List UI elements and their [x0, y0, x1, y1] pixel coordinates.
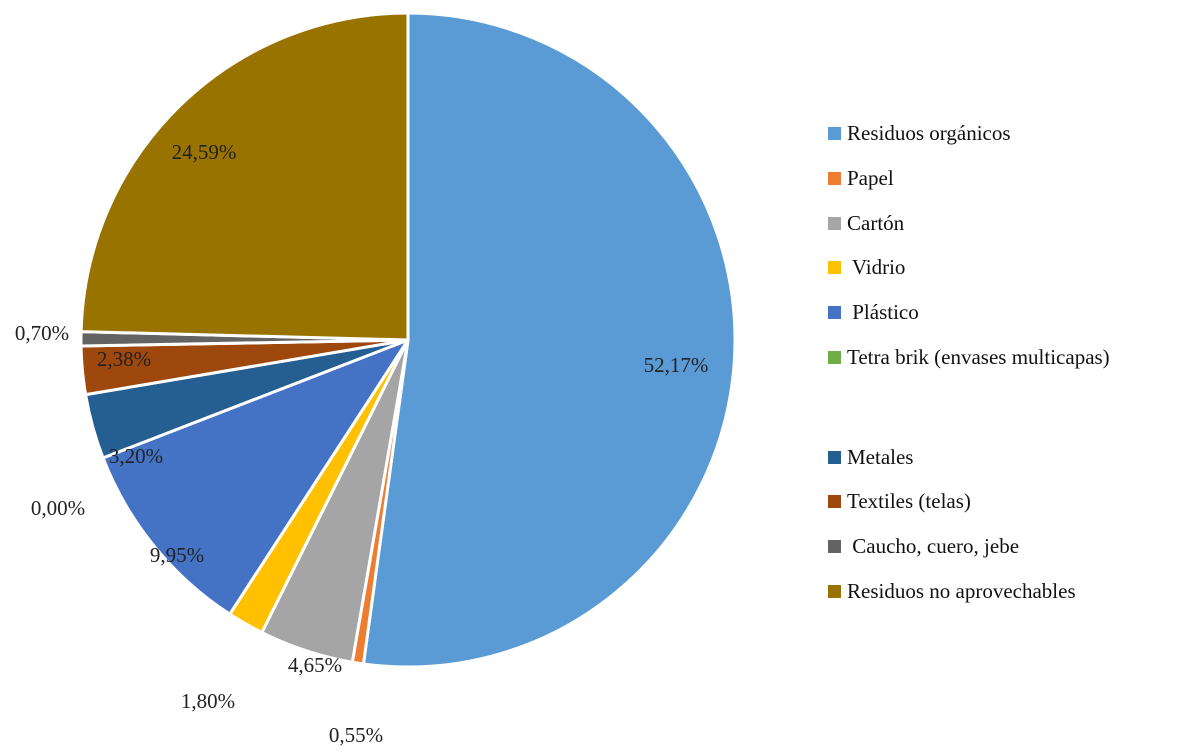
data-label-caucho-cuero-jebe: 0,70% [15, 321, 69, 345]
legend-swatch [828, 305, 841, 319]
data-label-tetra-brik-envases-multicapas: 0,00% [31, 496, 85, 520]
legend-label: Caucho, cuero, jebe [847, 533, 1020, 558]
pie-slice-residuos-organicos [361, 11, 737, 669]
legend-label: Papel [847, 165, 894, 190]
legend-label: Textiles (telas) [847, 488, 971, 513]
pie-slices [79, 11, 737, 669]
data-label-vidrio: 1,80% [181, 689, 235, 713]
data-label-residuos-no-aprovechables: 24,59% [172, 140, 237, 164]
legend-swatch [828, 171, 841, 185]
pie-data-labels: 52,17% 0,55% 4,65% 1,80% 9,95% 0,00% 3,20% 2,38… [15, 140, 709, 747]
data-label-papel: 0,55% [329, 723, 383, 747]
pie-slice-plastico [101, 338, 410, 616]
legend-item-plastico: Plástico [828, 297, 919, 327]
legend-item-caucho-cuero-jebe: Caucho, cuero, jebe [828, 531, 1019, 561]
legend-item-carton: Cartón [828, 208, 904, 238]
legend-label: Residuos no aprovechables [847, 578, 1076, 603]
legend-item-papel: Papel [828, 163, 894, 193]
legend-swatch [828, 126, 841, 140]
legend-swatch [828, 584, 841, 598]
legend-item-tetra-brik-envases-multicapas: Tetra brik (envases multicapas) [828, 342, 1110, 372]
data-label-residuos-organicos: 52,17% [644, 353, 709, 377]
legend-label: Plástico [847, 299, 919, 324]
legend-item-textiles-telas: Textiles (telas) [828, 486, 971, 516]
legend-item-residuos-organicos: Residuos orgánicos [828, 118, 1011, 148]
legend-label: Residuos orgánicos [847, 120, 1011, 145]
legend-label: Tetra brik (envases multicapas) [847, 344, 1110, 369]
data-label-carton: 4,65% [288, 653, 342, 677]
legend-item-metales: Metales [828, 442, 913, 472]
legend-item-vidrio: Vidrio [828, 252, 905, 282]
pie-slice-residuos-no-aprovechables [79, 11, 410, 342]
legend-item-residuos-no-aprovechables: Residuos no aprovechables [828, 576, 1076, 606]
legend-label: Vidrio [847, 254, 906, 279]
legend-swatch [828, 494, 841, 508]
data-label-plastico: 9,95% [150, 543, 204, 567]
legend-label: Cartón [847, 210, 905, 235]
legend-swatch [828, 260, 841, 274]
data-label-textiles-telas: 2,38% [97, 347, 151, 371]
data-label-metales: 3,20% [109, 444, 163, 468]
legend-swatch [828, 350, 841, 364]
legend-swatch [828, 450, 841, 464]
legend-label: Metales [847, 444, 914, 469]
legend-swatch [828, 216, 841, 230]
legend-swatch [828, 539, 841, 553]
